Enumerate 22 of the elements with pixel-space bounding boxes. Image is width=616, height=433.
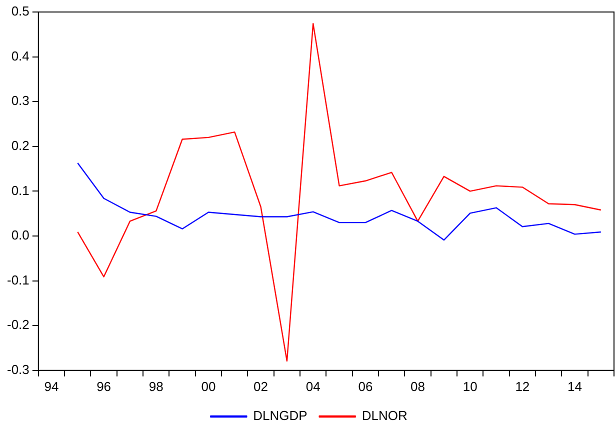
- x-tick-label: 12: [515, 378, 530, 394]
- x-tick-label: 00: [201, 378, 216, 394]
- y-tick-label: 0.4: [11, 48, 30, 64]
- legend-label: DLNGDP: [253, 408, 308, 424]
- x-tick-label: 06: [358, 378, 373, 394]
- y-tick-label: -0.3: [6, 362, 30, 377]
- y-tick-label: 0.3: [11, 93, 30, 108]
- y-tick-label: -0.1: [6, 272, 30, 288]
- x-tick-label: 10: [462, 378, 478, 394]
- x-tick-label: 94: [44, 378, 59, 394]
- x-tick-label: 96: [96, 378, 112, 394]
- legend-label: DLNOR: [362, 408, 408, 424]
- y-tick-label: 0.5: [11, 4, 30, 19]
- x-tick-label: 02: [254, 378, 268, 394]
- y-tick-label: 0.1: [11, 182, 30, 198]
- x-tick-label: 04: [306, 378, 320, 394]
- x-tick-label: 14: [568, 378, 582, 394]
- y-tick-label: 0.2: [11, 138, 30, 153]
- y-tick-label: 0.0: [11, 228, 30, 243]
- x-tick-label: 08: [410, 378, 426, 394]
- y-tick-label: -0.2: [6, 317, 30, 332]
- x-tick-label: 98: [148, 378, 164, 394]
